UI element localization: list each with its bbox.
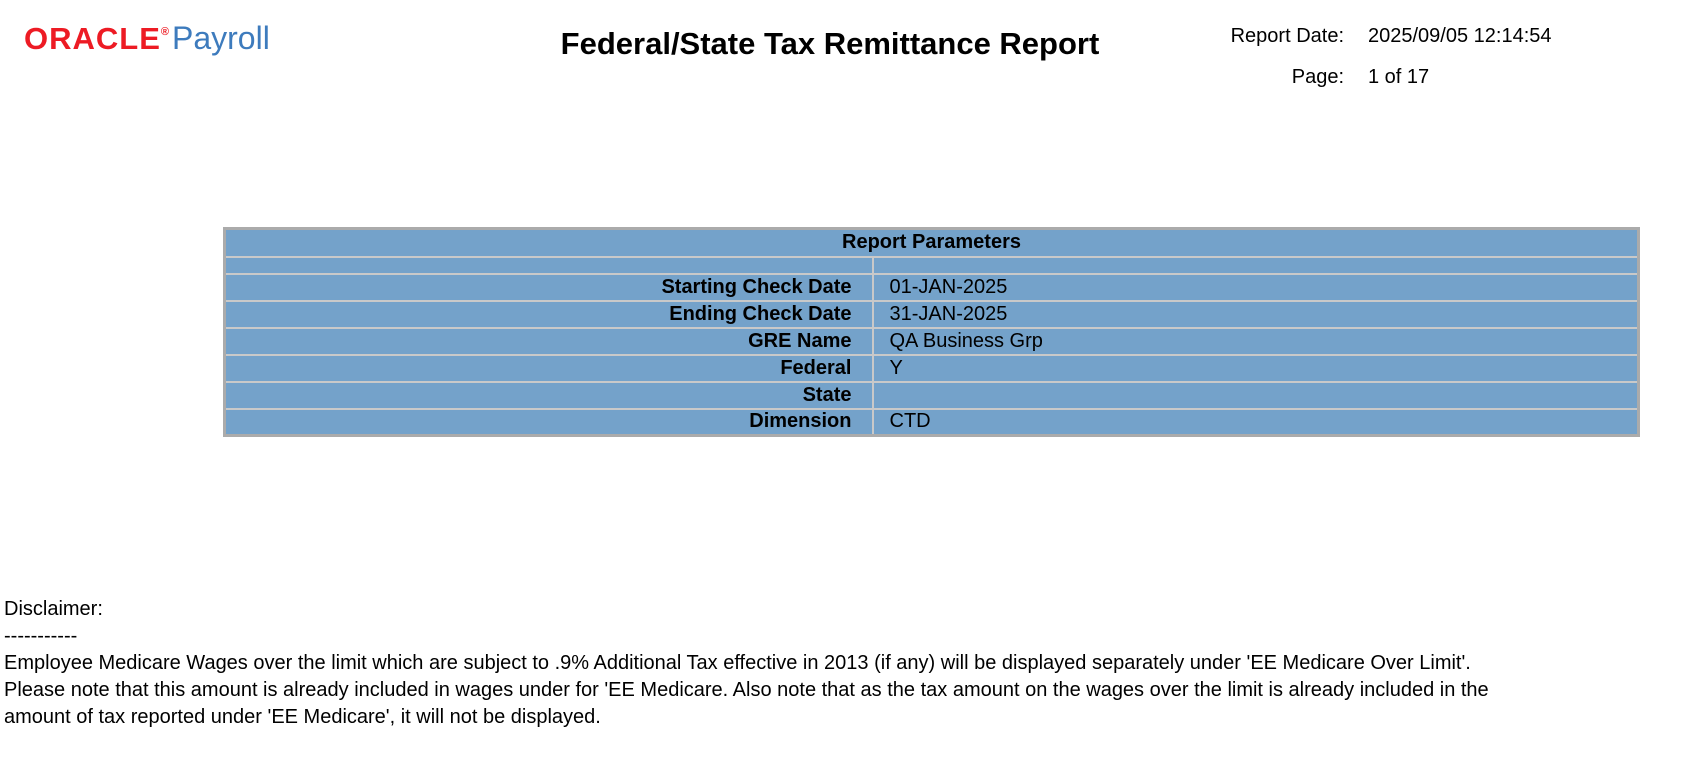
report-info-block: Report Date: 2025/09/05 12:14:54 Page: 1… <box>1231 25 1568 88</box>
disclaimer-heading: Disclaimer: <box>4 598 103 620</box>
spacer-value-cell <box>871 255 1640 275</box>
parameter-row: Federal Y <box>223 353 1640 383</box>
parameters-table-title: Report Parameters <box>223 227 1640 258</box>
parameter-value: 31-JAN-2025 <box>871 299 1640 329</box>
parameter-value <box>871 380 1640 410</box>
parameter-label: Starting Check Date <box>223 272 874 302</box>
parameter-label: State <box>223 380 874 410</box>
page-number-value: 1 of 17 <box>1368 66 1430 88</box>
disclaimer-section: Disclaimer: ----------- Employee Medicar… <box>4 596 1534 731</box>
registered-trademark-icon: ® <box>160 26 169 38</box>
report-date-label: Report Date: <box>1230 25 1344 47</box>
report-date-value: 2025/09/05 12:14:54 <box>1368 25 1552 47</box>
parameter-label: GRE Name <box>223 326 874 356</box>
parameter-label: Ending Check Date <box>223 299 874 329</box>
logo-product-text: Payroll <box>172 20 270 56</box>
parameter-value: CTD <box>871 407 1640 437</box>
disclaimer-body: Employee Medicare Wages over the limit w… <box>4 652 1489 728</box>
parameter-row: Starting Check Date 01-JAN-2025 <box>223 272 1640 302</box>
page-title: Federal/State Tax Remittance Report <box>560 26 1100 61</box>
report-parameters-table: Report Parameters Starting Check Date 01… <box>223 227 1640 437</box>
disclaimer-divider: ----------- <box>4 625 78 647</box>
parameter-value: QA Business Grp <box>871 326 1640 356</box>
parameter-row: Ending Check Date 31-JAN-2025 <box>223 299 1640 329</box>
parameter-value: 01-JAN-2025 <box>871 272 1640 302</box>
parameter-row: GRE Name QA Business Grp <box>223 326 1640 356</box>
parameters-title-row: Report Parameters <box>223 227 1640 258</box>
parameter-label: Dimension <box>223 407 874 437</box>
spacer-label-cell <box>223 255 874 275</box>
page-number-label: Page: <box>1291 66 1344 88</box>
oracle-logo-text: ORACLE <box>24 21 161 56</box>
parameters-spacer-row <box>223 255 1640 275</box>
parameter-label: Federal <box>223 353 874 383</box>
parameter-value: Y <box>871 353 1640 383</box>
parameter-row: State <box>223 380 1640 410</box>
parameter-row: Dimension CTD <box>223 407 1640 437</box>
oracle-payroll-logo: ORACLE ® Payroll <box>24 20 270 57</box>
